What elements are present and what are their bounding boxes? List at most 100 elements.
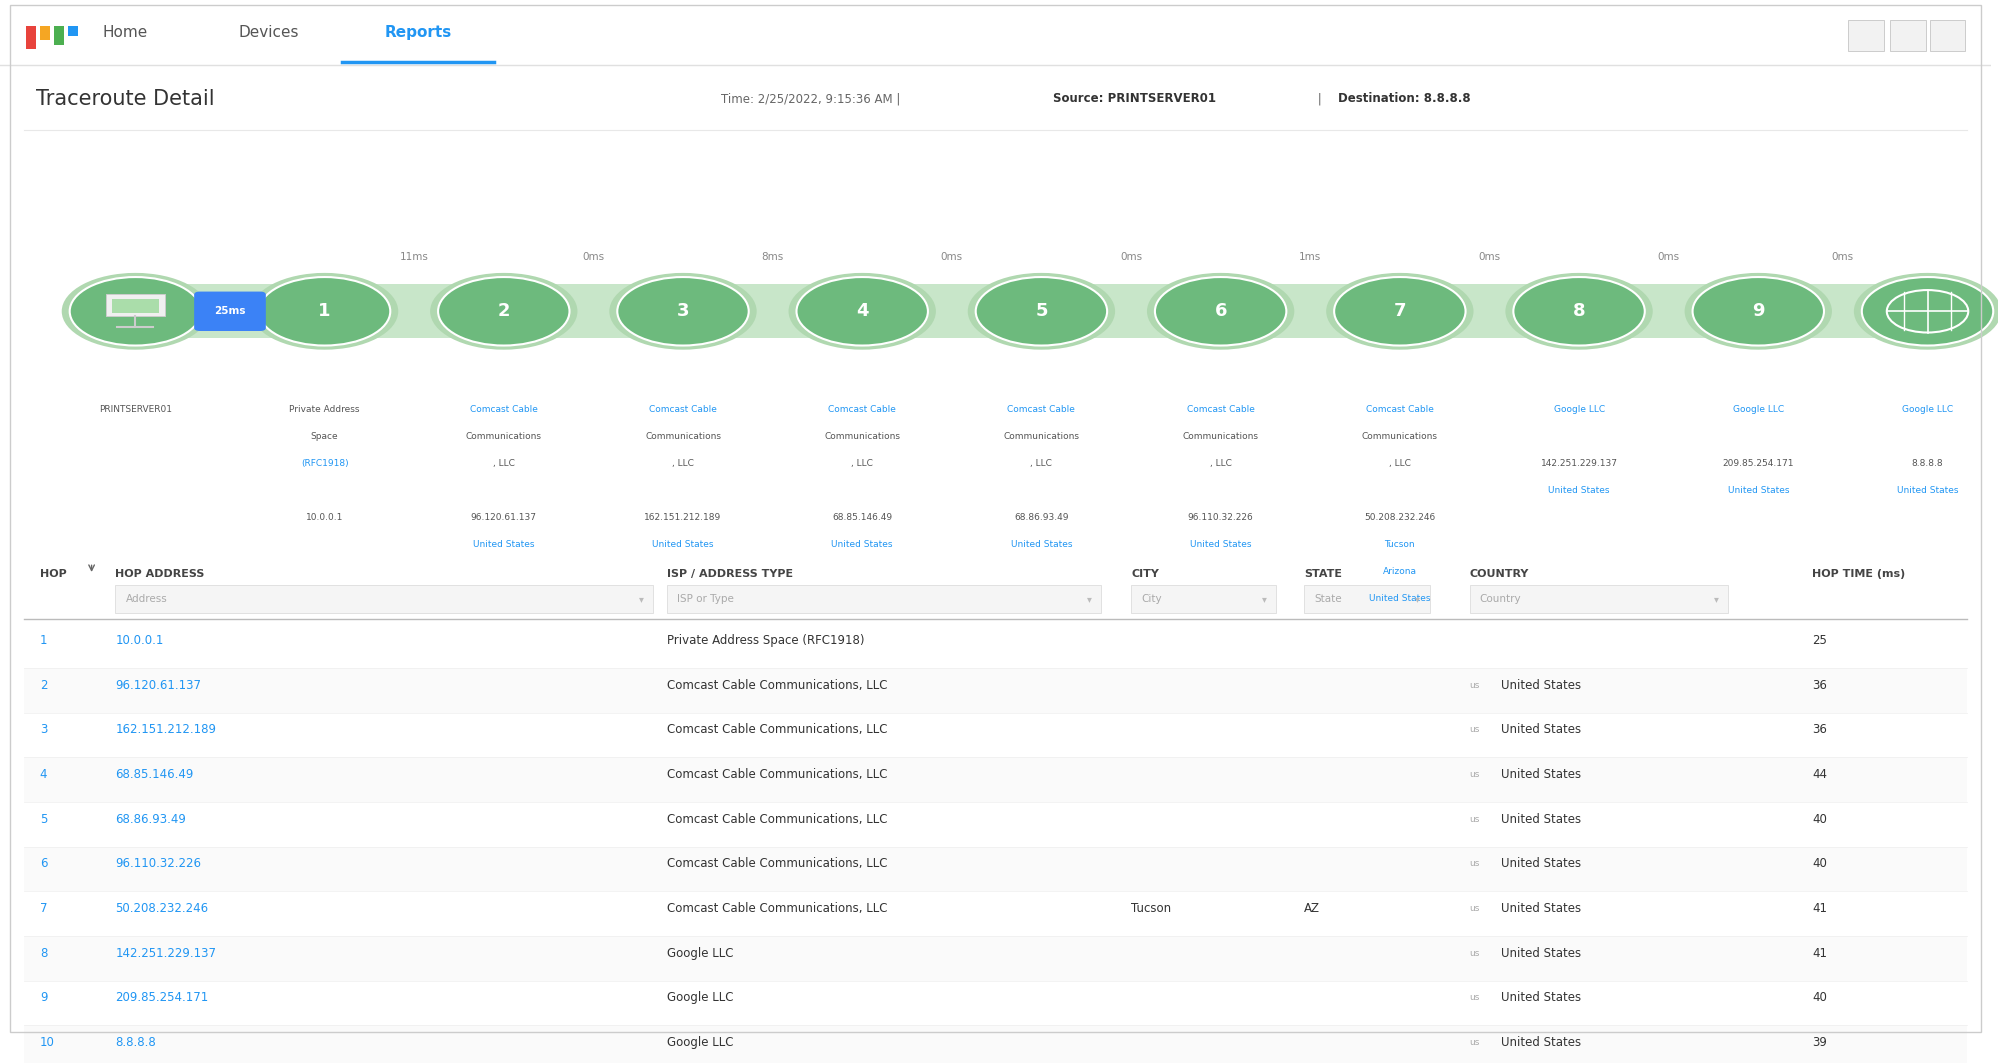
Text: United States: United States — [1500, 1035, 1580, 1049]
Bar — [1469, 586, 1728, 613]
Text: Space: Space — [310, 432, 338, 441]
Circle shape — [438, 277, 569, 345]
Text: Google LLC: Google LLC — [1900, 405, 1952, 414]
Text: Comcast Cable Communications, LLC: Comcast Cable Communications, LLC — [667, 858, 887, 871]
Text: United States: United States — [1500, 724, 1580, 737]
Text: , LLC: , LLC — [671, 458, 693, 468]
Bar — [54, 26, 64, 45]
Text: 50.208.232.246: 50.208.232.246 — [1363, 512, 1435, 522]
Text: 5: 5 — [1035, 302, 1047, 320]
Text: United States: United States — [1500, 769, 1580, 781]
Text: 50.208.232.246: 50.208.232.246 — [116, 901, 208, 915]
Text: Arizona: Arizona — [1383, 567, 1417, 575]
Bar — [116, 586, 653, 613]
Text: 1: 1 — [40, 635, 48, 647]
Bar — [1888, 20, 1924, 51]
Text: Time: 2/25/2022, 9:15:36 AM |: Time: 2/25/2022, 9:15:36 AM | — [721, 92, 903, 105]
Text: Comcast Cable: Comcast Cable — [1187, 405, 1255, 414]
Circle shape — [1860, 277, 1992, 345]
Text: us: us — [1469, 725, 1479, 735]
Text: United States: United States — [831, 540, 893, 549]
Text: 142.251.229.137: 142.251.229.137 — [1540, 458, 1616, 468]
Text: Source: PRINTSERVER01: Source: PRINTSERVER01 — [1053, 92, 1215, 105]
Text: us: us — [1469, 1037, 1479, 1047]
Bar — [24, 891, 1966, 935]
Circle shape — [1684, 273, 1830, 350]
Text: 40: 40 — [1810, 813, 1826, 826]
Bar — [1131, 586, 1277, 613]
Text: us: us — [1469, 681, 1479, 690]
Text: COUNTRY: COUNTRY — [1469, 569, 1528, 579]
Text: us: us — [1469, 993, 1479, 1002]
Text: Communications: Communications — [645, 432, 721, 441]
Text: Google LLC: Google LLC — [1732, 405, 1782, 414]
Bar — [24, 624, 1966, 669]
Text: ISP or Type: ISP or Type — [677, 594, 733, 604]
Text: 162.151.212.189: 162.151.212.189 — [116, 724, 216, 737]
Text: 41: 41 — [1810, 901, 1826, 915]
Text: 5: 5 — [40, 813, 48, 826]
Text: us: us — [1469, 770, 1479, 779]
Text: HOP TIME (ms): HOP TIME (ms) — [1810, 569, 1904, 579]
Text: 4: 4 — [855, 302, 867, 320]
Bar — [24, 847, 1966, 891]
Circle shape — [1504, 273, 1652, 350]
Text: CITY: CITY — [1131, 569, 1159, 579]
Text: Devices: Devices — [238, 26, 300, 40]
Circle shape — [975, 277, 1107, 345]
Text: 96.120.61.137: 96.120.61.137 — [116, 679, 202, 692]
Bar — [24, 803, 1966, 847]
Text: 1ms: 1ms — [1299, 252, 1321, 263]
Text: Communications: Communications — [466, 432, 541, 441]
Text: 1: 1 — [318, 302, 330, 320]
Text: 40: 40 — [1810, 858, 1826, 871]
Circle shape — [258, 277, 390, 345]
Text: Tucson: Tucson — [1131, 901, 1171, 915]
Text: HOP ADDRESS: HOP ADDRESS — [116, 569, 204, 579]
Text: Google LLC: Google LLC — [1552, 405, 1604, 414]
Text: United States: United States — [1500, 813, 1580, 826]
Circle shape — [1147, 273, 1293, 350]
Text: 68.86.93.49: 68.86.93.49 — [116, 813, 186, 826]
Bar — [1928, 20, 1964, 51]
Text: United States: United States — [1896, 486, 1958, 494]
Text: 0ms: 0ms — [941, 252, 963, 263]
Text: Destination: 8.8.8.8: Destination: 8.8.8.8 — [1337, 92, 1471, 105]
Text: 162.151.212.189: 162.151.212.189 — [643, 512, 721, 522]
Text: Tucson: Tucson — [1385, 540, 1415, 549]
Text: , LLC: , LLC — [1209, 458, 1231, 468]
Text: 0ms: 0ms — [1479, 252, 1500, 263]
Text: United States: United States — [1500, 946, 1580, 960]
Text: Communications: Communications — [1361, 432, 1437, 441]
Text: HOP: HOP — [40, 569, 66, 579]
Text: (RFC1918): (RFC1918) — [300, 458, 348, 468]
Text: 0ms: 0ms — [1656, 252, 1678, 263]
Text: Country: Country — [1479, 594, 1520, 604]
Text: 8: 8 — [40, 946, 48, 960]
Text: 96.120.61.137: 96.120.61.137 — [472, 512, 537, 522]
Text: 9: 9 — [1750, 302, 1764, 320]
Text: PRINTSERVER01: PRINTSERVER01 — [98, 405, 172, 414]
Text: 8: 8 — [1572, 302, 1584, 320]
Text: 209.85.254.171: 209.85.254.171 — [116, 991, 208, 1005]
FancyBboxPatch shape — [194, 291, 266, 331]
Bar — [0, 0, 1990, 65]
Text: 2: 2 — [40, 679, 48, 692]
Text: 39: 39 — [1810, 1035, 1826, 1049]
Text: Google LLC: Google LLC — [667, 1035, 733, 1049]
Text: 2: 2 — [498, 302, 509, 320]
Bar — [667, 586, 1101, 613]
Text: 0ms: 0ms — [1119, 252, 1141, 263]
Circle shape — [1692, 277, 1822, 345]
Bar — [106, 293, 166, 317]
Circle shape — [1852, 273, 1998, 350]
Text: State: State — [1313, 594, 1341, 604]
Text: , LLC: , LLC — [851, 458, 873, 468]
Text: Address: Address — [126, 594, 168, 604]
Text: 3: 3 — [677, 302, 689, 320]
Text: 7: 7 — [40, 901, 48, 915]
Circle shape — [787, 273, 935, 350]
Text: 10: 10 — [40, 1035, 54, 1049]
Text: 0ms: 0ms — [581, 252, 603, 263]
Text: 96.110.32.226: 96.110.32.226 — [116, 858, 202, 871]
